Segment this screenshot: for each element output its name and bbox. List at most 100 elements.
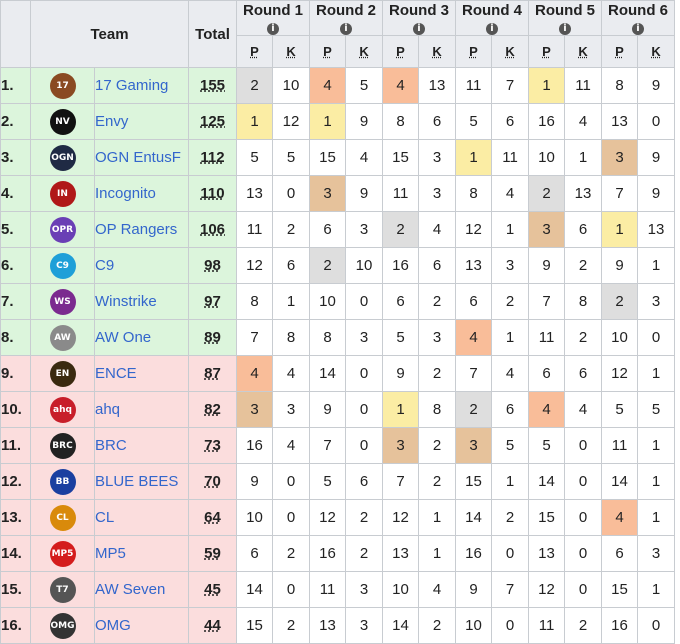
team-row: 7. WS Winstrike 97 8 1 10 0 6 2 6 2 7 8 2 3 <box>0 283 676 320</box>
team-name-link[interactable]: OMG <box>93 607 190 644</box>
kills-cell: 11 <box>564 67 603 104</box>
winstrike-logo-icon[interactable]: WS <box>49 288 76 315</box>
team-name-link[interactable]: Winstrike <box>93 283 190 320</box>
kills-cell: 10 <box>345 247 384 284</box>
team-name-link[interactable]: 17 Gaming <box>93 67 190 104</box>
rank-cell: 11. <box>0 427 31 464</box>
cloud9-logo-icon[interactable]: C9 <box>49 252 76 279</box>
kills-cell: 3 <box>637 535 676 572</box>
placement-cell: 6 <box>236 535 274 572</box>
info-icon[interactable]: i <box>340 23 353 35</box>
kills-cell: 8 <box>418 391 457 428</box>
kills-cell: 3 <box>418 175 457 212</box>
placement-cell: 15 <box>236 607 274 644</box>
aw-one-logo-icon[interactable]: AW <box>49 324 76 351</box>
placement-cell: 15 <box>309 139 347 176</box>
team-row: 15. T7 AW Seven 45 14 0 11 3 10 4 9 7 12 0 15 1 <box>0 571 676 608</box>
logo-cell: T7 <box>30 571 95 608</box>
round-header: Round 5 i <box>528 0 603 36</box>
info-icon[interactable]: i <box>632 23 645 35</box>
info-icon[interactable]: i <box>559 23 572 35</box>
team-name-link[interactable]: AW Seven <box>93 571 190 608</box>
kills-cell: 7 <box>491 67 530 104</box>
placement-cell: 4 <box>601 499 639 536</box>
rank-cell: 13. <box>0 499 31 536</box>
ence-logo-icon[interactable]: EN <box>49 360 76 387</box>
total-points: 110 <box>200 185 225 202</box>
total-points: 59 <box>204 545 221 562</box>
kills-cell: 1 <box>637 499 676 536</box>
round-header: Round 3 i <box>382 0 457 36</box>
ahq-logo-icon[interactable]: ahq <box>49 396 76 423</box>
placement-cell: 9 <box>455 571 493 608</box>
team-name-link[interactable]: AW One <box>93 319 190 356</box>
logo-cell: NV <box>30 103 95 140</box>
logo-cell: OGN <box>30 139 95 176</box>
kills-cell: 1 <box>491 463 530 500</box>
cl-logo-icon[interactable]: CL <box>49 504 76 531</box>
placement-cell: 16 <box>309 535 347 572</box>
kills-cell: 10 <box>272 67 311 104</box>
kills-cell: 6 <box>564 211 603 248</box>
placement-cell: 16 <box>382 247 420 284</box>
total-points: 44 <box>204 617 221 634</box>
team-row: 5. OPR OP Rangers 106 11 2 6 3 2 4 12 1 3 6 1 13 <box>0 211 676 248</box>
mp5-logo-icon[interactable]: MP5 <box>49 540 76 567</box>
kills-cell: 3 <box>345 607 384 644</box>
total-cell: 82 <box>188 391 238 428</box>
kills-cell: 0 <box>491 535 530 572</box>
kills-cell: 6 <box>418 103 457 140</box>
op-rangers-logo-icon[interactable]: OPR <box>49 216 76 243</box>
kills-cell: 2 <box>418 607 457 644</box>
team-name-link[interactable]: OP Rangers <box>93 211 190 248</box>
info-icon[interactable]: i <box>267 23 280 35</box>
team-name-link[interactable]: ahq <box>93 391 190 428</box>
rank-cell: 1. <box>0 67 31 104</box>
envy-logo-icon[interactable]: NV <box>49 108 76 135</box>
ogn-entusf-logo-icon[interactable]: OGN <box>49 144 76 171</box>
incognito-logo-icon[interactable]: IN <box>49 180 76 207</box>
team-name-link[interactable]: BRC <box>93 427 190 464</box>
logo-cell: CL <box>30 499 95 536</box>
rank-cell: 7. <box>0 283 31 320</box>
kills-cell: 4 <box>491 175 530 212</box>
team-name-link[interactable]: Envy <box>93 103 190 140</box>
team-name-link[interactable]: Incognito <box>93 175 190 212</box>
placement-cell: 11 <box>382 175 420 212</box>
total-points: 70 <box>204 473 221 490</box>
total-cell: 110 <box>188 175 238 212</box>
kills-cell: 4 <box>272 355 311 392</box>
kills-cell: 2 <box>491 283 530 320</box>
logo-cell: OMG <box>30 607 95 644</box>
info-icon[interactable]: i <box>413 23 426 35</box>
kills-cell: 4 <box>418 571 457 608</box>
placement-cell: 13 <box>382 535 420 572</box>
kills-cell: 0 <box>637 607 676 644</box>
round-header: Round 4 i <box>455 0 530 36</box>
round-label: Round 2 <box>316 2 377 19</box>
omg-logo-icon[interactable]: OMG <box>49 612 76 639</box>
team-name-link[interactable]: CL <box>93 499 190 536</box>
blue-bees-logo-icon[interactable]: BB <box>49 468 76 495</box>
team-name-link[interactable]: C9 <box>93 247 190 284</box>
total-points: 125 <box>200 113 226 130</box>
brc-logo-icon[interactable]: BRC <box>49 432 76 459</box>
17-gaming-logo-icon[interactable]: 17 <box>49 72 76 99</box>
total-header: Total <box>188 0 238 68</box>
placement-cell: 7 <box>601 175 639 212</box>
kills-cell: 0 <box>345 283 384 320</box>
team-name-link[interactable]: OGN EntusF <box>93 139 190 176</box>
total-cell: 70 <box>188 463 238 500</box>
placement-cell: 13 <box>601 103 639 140</box>
team-name-link[interactable]: MP5 <box>93 535 190 572</box>
aw-seven-logo-icon[interactable]: T7 <box>49 576 76 603</box>
placement-cell: 9 <box>382 355 420 392</box>
team-row: 1. 17 17 Gaming 155 2 10 4 5 4 13 11 7 1 11 8 9 <box>0 67 676 104</box>
team-name-link[interactable]: BLUE BEES <box>93 463 190 500</box>
info-icon[interactable]: i <box>486 23 499 35</box>
total-points: 45 <box>204 581 221 598</box>
placement-cell: 5 <box>601 391 639 428</box>
placement-cell: 3 <box>382 427 420 464</box>
team-name-link[interactable]: ENCE <box>93 355 190 392</box>
